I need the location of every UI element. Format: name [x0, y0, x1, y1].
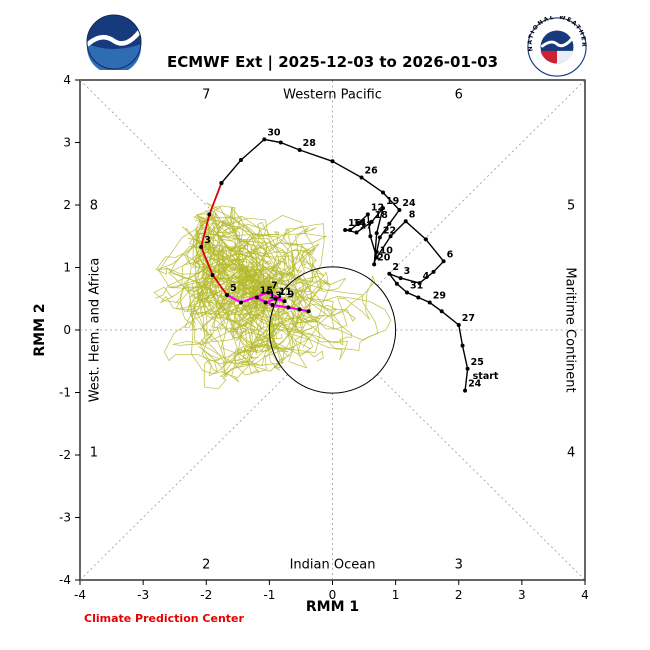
svg-text:7: 7 [271, 281, 278, 292]
svg-text:4: 4 [63, 73, 71, 87]
svg-text:-1: -1 [59, 386, 71, 400]
svg-text:14: 14 [353, 218, 367, 229]
svg-text:11: 11 [279, 287, 292, 298]
svg-text:Western Pacific: Western Pacific [283, 87, 382, 102]
svg-text:13: 13 [269, 291, 282, 302]
svg-text:2: 2 [455, 588, 463, 602]
svg-text:1: 1 [392, 588, 400, 602]
noaa-logo [86, 14, 142, 70]
svg-text:24: 24 [402, 198, 416, 209]
cpc-credit: Climate Prediction Center [84, 612, 244, 625]
svg-text:31: 31 [410, 281, 423, 292]
svg-text:8: 8 [409, 209, 416, 220]
svg-text:3: 3 [455, 557, 463, 572]
svg-text:24: 24 [468, 379, 482, 390]
unit-circle [268, 266, 397, 394]
phase-numbers: 7 68 51 42 3 [90, 87, 576, 572]
svg-text:5: 5 [230, 283, 237, 294]
svg-text:3: 3 [204, 235, 211, 246]
svg-text:Indian Ocean: Indian Ocean [290, 557, 376, 572]
svg-text:4: 4 [423, 271, 430, 282]
svg-text:0: 0 [329, 588, 337, 602]
svg-text:9: 9 [288, 289, 295, 300]
svg-text:17: 17 [359, 221, 372, 232]
svg-text:4: 4 [567, 445, 575, 460]
svg-text:29: 29 [433, 291, 446, 302]
svg-text:West. Hem. and Africa: West. Hem. and Africa [87, 258, 102, 403]
svg-text:1: 1 [63, 261, 71, 275]
svg-text:5: 5 [567, 199, 575, 214]
svg-text:1: 1 [90, 445, 98, 460]
svg-text:26: 26 [365, 166, 379, 177]
svg-text:-2: -2 [200, 588, 212, 602]
svg-text:10: 10 [380, 246, 394, 257]
svg-text:12: 12 [371, 202, 384, 213]
ensemble-members [153, 202, 392, 389]
page-title: ECMWF Ext | 2025-12-03 to 2026-01-03 [166, 53, 499, 71]
svg-text:2: 2 [392, 262, 399, 273]
svg-text:7: 7 [202, 87, 210, 102]
svg-text:22: 22 [383, 226, 396, 237]
svg-text:2: 2 [63, 198, 71, 212]
svg-text:27: 27 [462, 313, 475, 324]
svg-text:30: 30 [267, 127, 281, 138]
x-axis-label: RMM 1 [305, 599, 360, 615]
phase-guides [79, 79, 586, 581]
svg-text:15: 15 [260, 286, 273, 297]
svg-text:18: 18 [375, 210, 389, 221]
svg-text:3: 3 [404, 266, 411, 277]
svg-text:16: 16 [348, 218, 362, 229]
svg-text:2: 2 [202, 557, 210, 572]
svg-text:-3: -3 [137, 588, 149, 602]
annotations: start [473, 371, 499, 382]
svg-text:-4: -4 [74, 588, 86, 602]
region-names: Western Pacific Indian Ocean West. Hem. an… [87, 87, 577, 572]
svg-text:3: 3 [63, 136, 71, 150]
svg-text:4: 4 [581, 588, 589, 602]
svg-text:19: 19 [386, 196, 399, 207]
svg-text:start: start [473, 371, 499, 382]
svg-text:25: 25 [471, 357, 484, 368]
svg-text:20: 20 [377, 252, 391, 263]
svg-text:28: 28 [303, 138, 317, 149]
svg-text:6: 6 [455, 87, 463, 102]
svg-text:0: 0 [63, 323, 71, 337]
svg-text:-4: -4 [59, 573, 71, 587]
y-axis-label: RMM 2 [32, 303, 48, 357]
svg-text:-3: -3 [59, 511, 71, 525]
svg-text:Maritime Continent: Maritime Continent [563, 267, 578, 392]
svg-text:8: 8 [90, 199, 98, 214]
svg-text:3: 3 [518, 588, 526, 602]
nws-logo: NATIONAL WEATHER SERVICE [526, 16, 587, 77]
svg-text:-2: -2 [59, 448, 71, 462]
svg-text:6: 6 [447, 249, 454, 260]
svg-text:-1: -1 [263, 588, 275, 602]
forecast-first-days: 35 [199, 181, 237, 297]
